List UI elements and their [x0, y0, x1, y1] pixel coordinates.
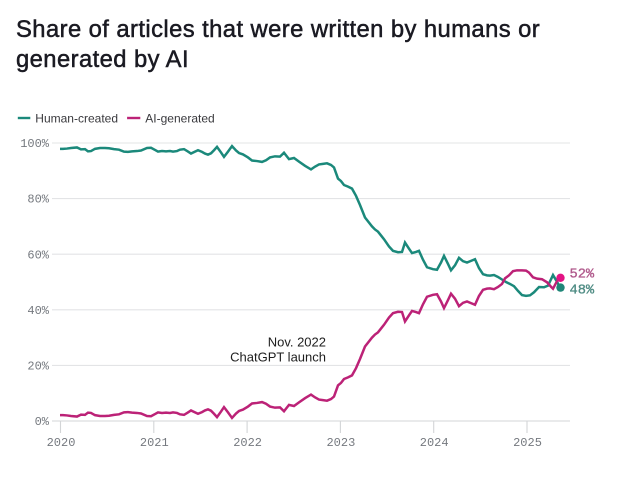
svg-text:100%: 100% — [20, 137, 50, 151]
svg-text:80%: 80% — [27, 193, 49, 207]
svg-text:2025: 2025 — [513, 436, 542, 450]
svg-text:ChatGPT launch: ChatGPT launch — [230, 349, 326, 364]
svg-text:0%: 0% — [35, 415, 50, 429]
svg-text:generated by AI: generated by AI — [16, 46, 189, 73]
svg-text:52%: 52% — [570, 267, 595, 282]
svg-text:60%: 60% — [27, 248, 49, 262]
svg-text:2022: 2022 — [233, 436, 262, 450]
svg-text:Share of articles that were wr: Share of articles that were written by h… — [16, 16, 540, 43]
svg-text:Human-created: Human-created — [35, 111, 118, 125]
svg-text:40%: 40% — [27, 304, 49, 318]
svg-text:48%: 48% — [570, 284, 595, 299]
svg-text:Nov. 2022: Nov. 2022 — [268, 334, 326, 349]
svg-text:2020: 2020 — [47, 436, 76, 450]
svg-text:2024: 2024 — [420, 436, 449, 450]
svg-text:20%: 20% — [27, 360, 49, 374]
svg-text:AI-generated: AI-generated — [145, 111, 214, 125]
svg-text:2023: 2023 — [326, 436, 355, 450]
svg-text:2021: 2021 — [140, 436, 169, 450]
